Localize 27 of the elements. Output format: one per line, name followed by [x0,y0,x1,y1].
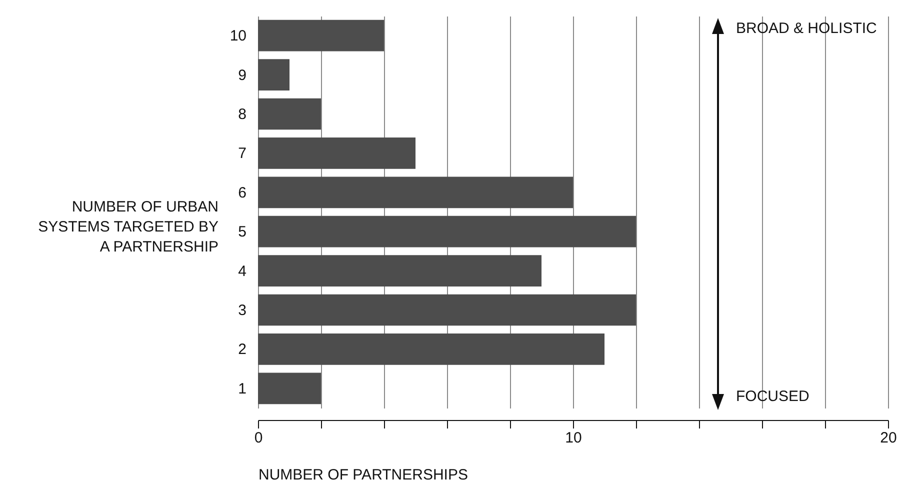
y-tick-label: 3 [238,302,246,319]
y-tick-label: 7 [238,145,246,162]
bar [258,294,636,326]
bar [258,138,416,169]
y-tick-label: 2 [238,341,246,358]
annotation: FOCUSED [736,388,810,405]
annotation: BROAD & HOLISTIC [736,20,878,37]
y-tick-label: 5 [238,224,246,241]
x-tick-label: 20 [880,430,897,446]
bar [258,216,636,248]
bar [258,334,604,365]
bar [258,59,290,90]
y-tick-label: 6 [238,184,246,202]
x-axis-title: NUMBER OF PARTNERSHIPS [258,466,468,484]
y-tick-label: 1 [238,380,246,398]
bar [258,20,384,52]
y-tick-label: 8 [238,106,246,123]
x-tick-label: 0 [254,430,263,446]
bar [258,255,542,286]
bar [258,98,321,130]
y-axis-title: NUMBER OF URBAN SYSTEMS TARGETED BY A PARTNERSHIP [38,198,218,256]
y-tick-label: 4 [238,262,246,280]
y-tick-label: 10 [230,28,246,45]
bar [258,372,321,404]
y-tick-label: 9 [238,66,246,84]
bar [258,176,573,208]
x-tick-label: 10 [565,430,582,446]
